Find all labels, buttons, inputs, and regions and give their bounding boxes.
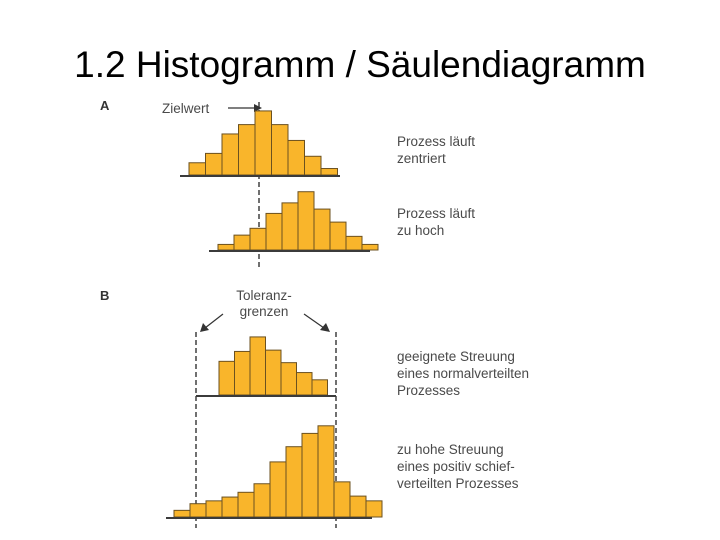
- target-arrowhead: [254, 104, 262, 112]
- histogram-skewed-bar: [221, 496, 239, 518]
- tolerance-label-line1: Toleranz-: [236, 288, 292, 303]
- tolerance-label-line2: grenzen: [240, 304, 289, 319]
- histogram-skewed-bar: [301, 432, 319, 518]
- caption-centered-line2: zentriert: [397, 151, 446, 166]
- histogram-centered-bar: [221, 133, 239, 176]
- histogram-centered-bar: [205, 152, 223, 176]
- histogram-skewed-bar: [269, 461, 287, 518]
- histogram-high-bar: [265, 212, 283, 251]
- histogram-skewed-bar: [285, 446, 303, 518]
- histogram-skewed-bar: [205, 500, 223, 518]
- histogram-skewed-bar: [189, 503, 207, 518]
- histogram-normal-bar: [311, 379, 328, 396]
- histogram-normal-bar: [234, 350, 251, 396]
- tolerance-arrowhead-left: [200, 323, 209, 332]
- histogram-skewed-bar: [237, 491, 255, 518]
- histogram-centered: [188, 110, 338, 176]
- caption-normal-line1: geeignete Streuung: [397, 349, 515, 364]
- histogram-normal-bar: [280, 362, 297, 396]
- histogram-high-bar: [233, 234, 251, 251]
- tolerance-arrow-right: [303, 313, 325, 329]
- histogram-high-bar: [345, 235, 363, 251]
- target-value-label: Zielwert: [162, 101, 210, 116]
- histogram-centered-bar: [188, 162, 206, 176]
- histogram-centered-bar: [320, 168, 338, 176]
- caption-high-line1: Prozess läuft: [397, 206, 475, 221]
- histogram-high-bar: [313, 208, 331, 251]
- slide-title: 1.2 Histogramm / Säulendiagramm: [74, 44, 646, 85]
- histogram-skewed-bar: [253, 483, 271, 518]
- histogram-centered-bar: [304, 155, 322, 176]
- histogram-centered-bar: [287, 139, 305, 176]
- histogram-normal-bar: [249, 336, 266, 396]
- histogram-skewed-bar: [349, 495, 367, 518]
- histogram-skewed-bar: [317, 425, 335, 518]
- caption-skewed-line2: eines positiv schief-: [397, 459, 515, 474]
- caption-centered-line1: Prozess läuft: [397, 134, 475, 149]
- histogram-skewed-bar: [365, 500, 383, 518]
- section-a-label: A: [100, 98, 110, 113]
- histogram-high-bar: [217, 243, 235, 251]
- caption-normal-line3: Prozesses: [397, 383, 460, 398]
- histogram-normal-bar: [296, 372, 313, 396]
- histogram-high-bar: [361, 243, 379, 251]
- histogram-high-bar: [281, 202, 299, 251]
- histogram-centered-bar: [271, 124, 289, 176]
- tolerance-arrowhead-right: [320, 323, 330, 332]
- histogram-normal: [218, 336, 328, 396]
- section-b-label: B: [100, 288, 109, 303]
- histogram-skewed-bar: [173, 509, 191, 518]
- histogram-high-bar: [297, 191, 315, 251]
- histogram-skewed-bar: [333, 481, 351, 518]
- caption-normal-line2: eines normalverteilten: [397, 366, 529, 381]
- tolerance-arrow-left: [204, 313, 224, 329]
- histogram-high-bar: [249, 227, 267, 251]
- caption-skewed-line3: verteilten Prozesses: [397, 476, 519, 491]
- histogram-high-bar: [329, 221, 347, 251]
- caption-skewed-line1: zu hohe Streuung: [397, 442, 504, 457]
- histogram-skewed: [173, 425, 383, 518]
- histogram-normal-bar: [265, 349, 282, 396]
- caption-high-line2: zu hoch: [397, 223, 444, 238]
- histogram-high: [217, 191, 379, 251]
- histogram-normal-bar: [218, 360, 235, 396]
- histogram-centered-bar: [254, 110, 272, 176]
- histogram-centered-bar: [238, 124, 256, 176]
